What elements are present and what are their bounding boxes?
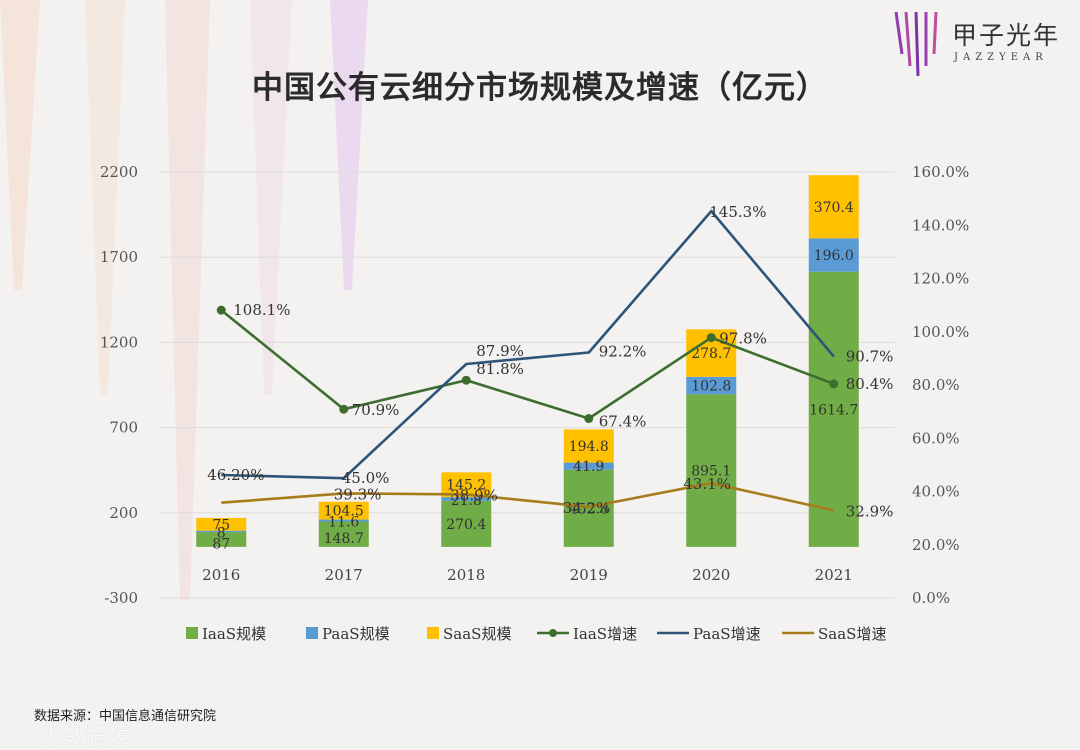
bar-SaaS规模 <box>318 501 369 520</box>
y-left-tick-label: 2200 <box>100 163 138 181</box>
line-data-label: 108.1% <box>233 301 290 319</box>
x-tick-label: 2019 <box>570 566 608 584</box>
bar-data-label: 196.0 <box>814 248 854 264</box>
logo-subtext: JAZZYEAR <box>954 52 1048 63</box>
line-data-label: 92.2% <box>599 343 647 361</box>
logo-mark-icon <box>894 11 938 76</box>
line-SaaS增速 <box>221 481 835 512</box>
legend-label: PaaS增速 <box>693 625 761 643</box>
x-tick-label: 2017 <box>325 566 363 584</box>
bar-data-label: 145.2 <box>446 478 486 494</box>
bar-SaaS规模 <box>196 517 247 531</box>
bar-data-label: 270.4 <box>446 517 486 533</box>
logo-text: 甲子光年 <box>952 21 1061 50</box>
bar-IaaS规模 <box>196 532 247 547</box>
line-point-IaaS增速 <box>216 305 226 315</box>
bar-data-label: 102.8 <box>691 379 731 395</box>
bar-data-label: 194.8 <box>569 439 609 455</box>
bar-PaaS规模 <box>441 497 492 501</box>
watermark: 大数跨境 <box>40 724 133 749</box>
bar-IaaS规模 <box>563 469 614 547</box>
line-data-label: 80.4% <box>846 375 894 393</box>
y-right-tick-label: 100.0% <box>912 323 969 341</box>
bar-data-label: 278.7 <box>691 346 731 362</box>
x-tick-label: 2021 <box>815 566 853 584</box>
line-data-label: 90.7% <box>846 348 894 366</box>
line-data-label: 145.3% <box>709 203 766 221</box>
line-point-IaaS增速 <box>706 333 716 343</box>
bar-IaaS规模 <box>686 394 737 547</box>
line-data-label: 32.9% <box>846 502 894 520</box>
bar-data-label: 75 <box>212 517 230 533</box>
bar-PaaS规模 <box>318 519 369 522</box>
line-data-label: 70.9% <box>352 401 400 419</box>
y-left-tick-label: 200 <box>109 504 138 522</box>
legend-marker <box>549 629 557 637</box>
bar-PaaS规模 <box>808 238 859 272</box>
y-right-tick-label: 0.0% <box>912 589 950 607</box>
bar-data-label: 87 <box>212 536 230 552</box>
bar-PaaS规模 <box>686 376 737 395</box>
line-point-IaaS增速 <box>339 404 349 414</box>
y-left-tick-label: 700 <box>109 419 138 437</box>
legend-label: PaaS规模 <box>322 625 390 643</box>
legend-label: IaaS增速 <box>573 625 637 643</box>
x-tick-label: 2018 <box>447 566 485 584</box>
x-tick-label: 2016 <box>202 566 240 584</box>
y-right-tick-label: 40.0% <box>912 483 960 501</box>
bar-SaaS规模 <box>808 175 859 239</box>
legend-label: IaaS规模 <box>202 625 266 643</box>
bar-IaaS规模 <box>318 521 369 547</box>
line-IaaS增速 <box>220 309 835 420</box>
line-point-IaaS增速 <box>584 414 594 424</box>
bar-data-label: 1614.7 <box>809 402 858 418</box>
legend-swatch <box>427 627 439 639</box>
line-data-label: 43.1% <box>683 475 731 493</box>
legend-swatch <box>186 627 198 639</box>
bar-data-label: 11.6 <box>328 515 359 531</box>
y-right-tick-label: 20.0% <box>912 536 960 554</box>
bar-IaaS规模 <box>808 271 859 547</box>
legend-label: SaaS增速 <box>818 625 886 643</box>
line-data-label: 45.0% <box>342 469 390 487</box>
line-data-label: 46.20% <box>207 466 264 484</box>
y-left-tick-label: -300 <box>104 589 138 607</box>
line-data-label: 38.9% <box>450 486 498 504</box>
bar-data-label: 104.5 <box>324 504 364 520</box>
line-data-label: 34.2% <box>563 499 611 517</box>
bar-PaaS规模 <box>196 530 247 533</box>
y-right-tick-label: 60.0% <box>912 429 960 447</box>
bar-IaaS规模 <box>441 500 492 547</box>
line-data-label: 97.8% <box>719 330 767 348</box>
y-right-tick-label: 80.0% <box>912 376 960 394</box>
line-PaaS增速 <box>221 209 835 480</box>
line-data-label: 87.9% <box>476 342 524 360</box>
y-left-tick-label: 1200 <box>100 333 138 351</box>
bar-data-label: 370.4 <box>814 200 854 216</box>
line-data-label: 81.8% <box>476 360 524 378</box>
y-right-tick-label: 160.0% <box>912 163 969 181</box>
bar-data-label: 21.8 <box>451 493 482 509</box>
line-data-label: 67.4% <box>599 413 647 431</box>
data-source: 数据来源：中国信息通信研究院 <box>34 709 217 724</box>
y-right-tick-label: 120.0% <box>912 270 969 288</box>
line-data-label: 39.3% <box>334 485 382 503</box>
bar-SaaS规模 <box>563 429 614 463</box>
bar-data-label: 148.7 <box>324 531 364 547</box>
line-point-IaaS增速 <box>461 375 471 385</box>
bar-PaaS规模 <box>563 462 614 470</box>
brand-logo: 甲子光年 JAZZYEAR <box>890 10 1070 80</box>
bar-data-label: 8 <box>217 525 226 541</box>
y-left-tick-label: 1700 <box>100 248 138 266</box>
page-title: 中国公有云细分市场规模及增速（亿元） <box>252 70 828 106</box>
legend-swatch <box>306 627 318 639</box>
bar-data-label: 41.9 <box>573 459 604 475</box>
legend-label: SaaS规模 <box>443 625 511 643</box>
x-tick-label: 2020 <box>692 566 730 584</box>
line-point-IaaS增速 <box>829 379 839 389</box>
y-right-tick-label: 140.0% <box>912 216 969 234</box>
bar-data-label: 895.1 <box>691 464 731 480</box>
